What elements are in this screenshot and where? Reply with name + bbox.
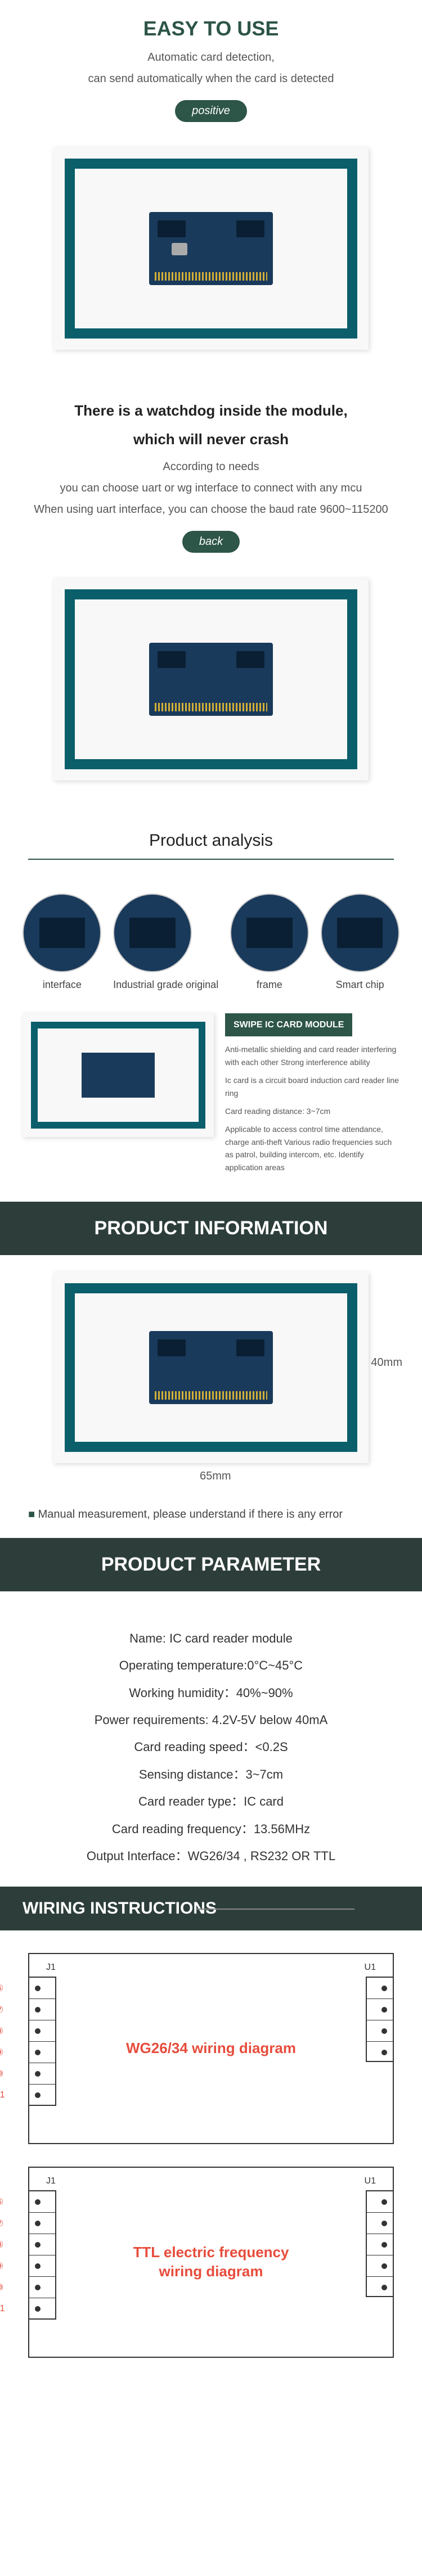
diag2-right-pins: ①+5V②GND③④⑤TX <box>366 2190 394 2297</box>
swipe-title: SWIPE IC CARD MODULE <box>225 1013 352 1037</box>
param-row: Card reading speed：<0.2S <box>28 1734 394 1761</box>
measurement-note: Manual measurement, please understand if… <box>0 1508 422 1521</box>
easy-sub2: can send automatically when the card is … <box>28 70 394 87</box>
easy-title: EASY TO USE <box>28 17 394 40</box>
circle-industrial <box>113 894 192 972</box>
easy-sub1: Automatic card detection, <box>28 49 394 66</box>
param-row: Card reading frequency：13.56MHz <box>28 1816 394 1843</box>
param-row: Sensing distance：3~7cm <box>28 1761 394 1788</box>
swipe-p4: Applicable to access control time attend… <box>225 1123 399 1174</box>
info-header: PRODUCT INFORMATION <box>0 1202 422 1255</box>
diag2-left-pins: ⑥⑦ANTENNA⑧ANTENNA⑨⑩11 <box>28 2190 56 2320</box>
param-list: Name: IC card reader module Operating te… <box>0 1608 422 1887</box>
param-row: Working humidity：40%~90% <box>28 1680 394 1707</box>
watchdog-sub1: According to needs <box>28 458 394 475</box>
dim-width: 65mm <box>200 1470 231 1483</box>
param-row: Name: IC card reader module <box>28 1625 394 1652</box>
pcb-back-image <box>53 578 369 781</box>
swipe-p3: Card reading distance: 3~7cm <box>225 1105 399 1117</box>
param-row: Power requirements: 4.2V-5V below 40mA <box>28 1707 394 1734</box>
easy-section: EASY TO USE Automatic card detection, ca… <box>0 0 422 384</box>
swipe-p1: Anti-metallic shielding and card reader … <box>225 1043 399 1068</box>
back-pill: back <box>182 531 240 553</box>
dimension-image: 40mm 65mm <box>53 1272 369 1463</box>
watchdog-sub2: you can choose uart or wg interface to c… <box>28 480 394 497</box>
analysis-circles: interface Industrial grade original fram… <box>0 894 422 991</box>
circle-interface <box>23 894 101 972</box>
swipe-section: SWIPE IC CARD MODULE Anti-metallic shiel… <box>0 1013 422 1179</box>
positive-pill: positive <box>175 100 247 122</box>
swipe-p2: Ic card is a circuit board induction car… <box>225 1074 399 1099</box>
circle-chip <box>321 894 399 972</box>
watchdog-line2: which will never crash <box>28 429 394 449</box>
wiring-header: WIRING INSTRUCTIONS <box>0 1887 422 1930</box>
param-row: Output Interface：WG26/34 , RS232 OR TTL <box>28 1843 394 1870</box>
param-row: Card reader type：IC card <box>28 1788 394 1815</box>
analysis-title: Product analysis <box>28 831 394 860</box>
analysis-section: Product analysis <box>0 814 422 894</box>
watchdog-section: There is a watchdog inside the module, w… <box>0 384 422 814</box>
diag1-right-pins: ①+5V②GND③DATAI④DATAI <box>366 1977 394 2062</box>
wiring-diagram-1: J1 U1 WG26/34 wiring diagram ⑥⑦ANTENNA⑧A… <box>28 1953 394 2144</box>
watchdog-sub3: When using uart interface, you can choos… <box>28 501 394 518</box>
pcb-front-image <box>53 147 369 350</box>
diag1-left-pins: ⑥⑦ANTENNA⑧ANTENNA⑨⑩11 <box>28 1977 56 2106</box>
circle-frame <box>230 894 309 972</box>
param-header: PRODUCT PARAMETER <box>0 1538 422 1591</box>
dim-height: 40mm <box>371 1356 402 1369</box>
param-row: Operating temperature:0°C~45°C <box>28 1652 394 1679</box>
diag2-title: TTL electric frequency wiring diagram <box>120 2244 302 2282</box>
wiring-diagram-2: J1 U1 TTL electric frequency wiring diag… <box>28 2167 394 2358</box>
swipe-image <box>23 1013 214 1137</box>
watchdog-line1: There is a watchdog inside the module, <box>28 400 394 421</box>
diag1-title: WG26/34 wiring diagram <box>126 2040 296 2059</box>
